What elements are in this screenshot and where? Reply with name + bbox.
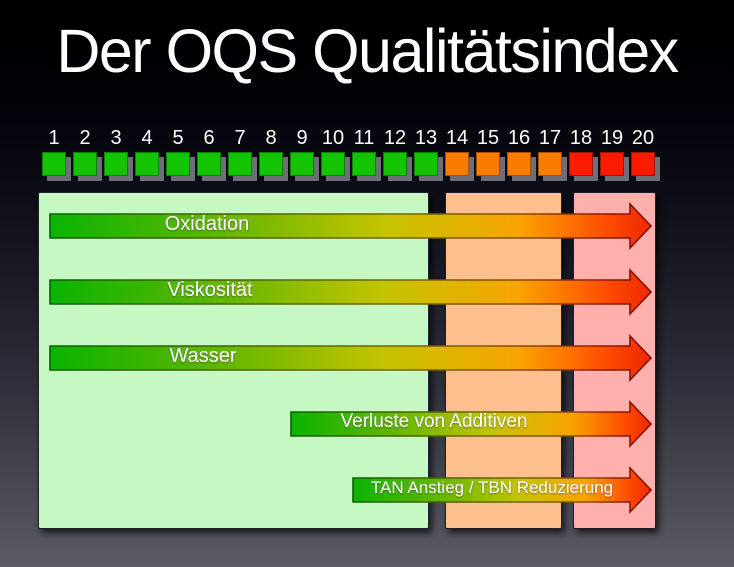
scale-number: 8: [265, 127, 277, 149]
arrow-oxidation: [49, 202, 652, 250]
scale-square: [352, 152, 376, 176]
scale-square: [259, 152, 283, 176]
scale-item-12: 12: [383, 126, 407, 176]
scale-square: [414, 152, 438, 176]
scale-square: [42, 152, 66, 176]
scale-square: [166, 152, 190, 176]
scale-number: 13: [414, 127, 438, 149]
scale-number: 5: [172, 127, 184, 149]
scale-number: 18: [569, 127, 593, 149]
scale-item-15: 15: [476, 126, 500, 176]
scale-square: [321, 152, 345, 176]
scale-number: 6: [203, 127, 215, 149]
arrow-label-tan-anstieg-tbn-reduzierung: TAN Anstieg / TBN Reduzierung: [370, 478, 614, 497]
arrow-wasser: [49, 334, 652, 382]
scale-number: 16: [507, 127, 531, 149]
arrow-graphic: [49, 334, 652, 382]
arrow-label-verluste-von-additiven: Verluste von Additiven: [340, 411, 528, 432]
arrow-graphic: [352, 466, 652, 514]
scale-square: [290, 152, 314, 176]
scale-number: 4: [141, 127, 153, 149]
arrow-graphic: [49, 202, 652, 250]
scale-square: [476, 152, 500, 176]
scale-item-7: 7: [228, 126, 252, 176]
scale-square: [228, 152, 252, 176]
slide-title: Der OQS Qualitätsindex: [56, 17, 679, 85]
scale-square: [445, 152, 469, 176]
scale-square: [135, 152, 159, 176]
scale-square: [383, 152, 407, 176]
scale-item-8: 8: [259, 126, 283, 176]
scale-number: 17: [538, 127, 562, 149]
scale-item-17: 17: [538, 126, 562, 176]
scale-square: [507, 152, 531, 176]
arrow-graphic: [290, 400, 652, 448]
scale-item-11: 11: [352, 126, 376, 176]
arrow-label-viskosit-t: Viskosität: [167, 278, 253, 301]
scale-square: [538, 152, 562, 176]
scale-square: [197, 152, 221, 176]
scale-number: 1: [48, 127, 60, 149]
scale-number: 11: [353, 127, 375, 149]
scale-item-5: 5: [166, 126, 190, 176]
arrow-viskosit-t: [49, 268, 652, 316]
arrow-tan-anstieg-tbn-reduzierung: [352, 466, 652, 514]
scale-number: 20: [631, 127, 655, 149]
scale-item-2: 2: [73, 126, 97, 176]
scale-item-19: 19: [600, 126, 624, 176]
scale-item-6: 6: [197, 126, 221, 176]
scale-square: [73, 152, 97, 176]
arrow-label-oxidation: Oxidation: [164, 212, 250, 235]
scale-number: 3: [110, 127, 122, 149]
scale-number: 9: [296, 127, 308, 149]
scale-item-16: 16: [507, 126, 531, 176]
scale-square: [104, 152, 128, 176]
scale-number: 12: [383, 127, 407, 149]
scale-item-9: 9: [290, 126, 314, 176]
scale-square: [569, 152, 593, 176]
scale-square: [600, 152, 624, 176]
scale-item-13: 13: [414, 126, 438, 176]
scale-item-4: 4: [135, 126, 159, 176]
scale-item-1: 1: [42, 126, 66, 176]
scale-number: 2: [79, 127, 91, 149]
scale-number: 19: [600, 127, 624, 149]
scale-item-14: 14: [445, 126, 469, 176]
scale-item-3: 3: [104, 126, 128, 176]
scale-number: 15: [476, 127, 500, 149]
scale-item-10: 10: [321, 126, 345, 176]
arrow-verluste-von-additiven: [290, 400, 652, 448]
scale-number: 10: [321, 127, 345, 149]
scale-item-18: 18: [569, 126, 593, 176]
arrow-label-wasser: Wasser: [169, 344, 237, 367]
scale-square: [631, 152, 655, 176]
scale-number: 14: [445, 127, 469, 149]
arrow-graphic: [49, 268, 652, 316]
scale-item-20: 20: [631, 126, 655, 176]
scale-number: 7: [234, 127, 246, 149]
